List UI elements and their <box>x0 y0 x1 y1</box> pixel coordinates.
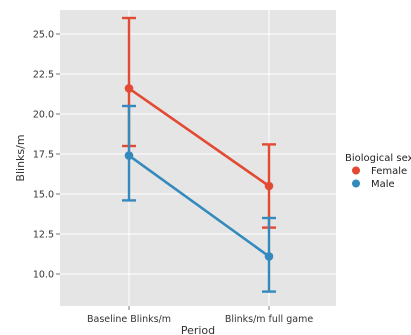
y-tick-label: 10.0 <box>33 270 54 281</box>
y-tick-label: 25.0 <box>33 30 54 41</box>
y-ticks: 10.0 12.5 15.0 17.5 20.0 22.5 25.0 <box>33 30 60 281</box>
y-tick-label: 17.5 <box>33 150 54 161</box>
y-tick-label: 20.0 <box>33 110 54 121</box>
data-point <box>124 151 134 160</box>
x-ticks: Baseline Blinks/m Blinks/m full game <box>87 306 313 325</box>
legend-title: Biological sex <box>345 153 411 164</box>
legend: Biological sex Female Male <box>345 153 411 190</box>
y-tick-label: 12.5 <box>33 230 54 241</box>
series-layer <box>122 16 276 293</box>
y-tick-label: 22.5 <box>33 70 54 81</box>
plot-background <box>60 10 336 306</box>
x-tick-label: Blinks/m full game <box>225 314 314 325</box>
series-line <box>128 154 270 258</box>
x-tick-label: Baseline Blinks/m <box>87 314 171 325</box>
legend-marker-female <box>352 166 360 175</box>
legend-label-female: Female <box>371 166 407 177</box>
series-line <box>128 87 270 188</box>
legend-label-male: Male <box>371 179 395 190</box>
legend-marker-male <box>352 179 360 188</box>
y-axis-label: Blinks/m <box>14 134 27 181</box>
y-tick-label: 15.0 <box>33 190 54 201</box>
data-point <box>124 84 134 93</box>
data-point <box>264 252 274 261</box>
data-point <box>264 181 274 191</box>
series-male <box>122 104 276 293</box>
x-axis-label: Period <box>181 324 215 335</box>
